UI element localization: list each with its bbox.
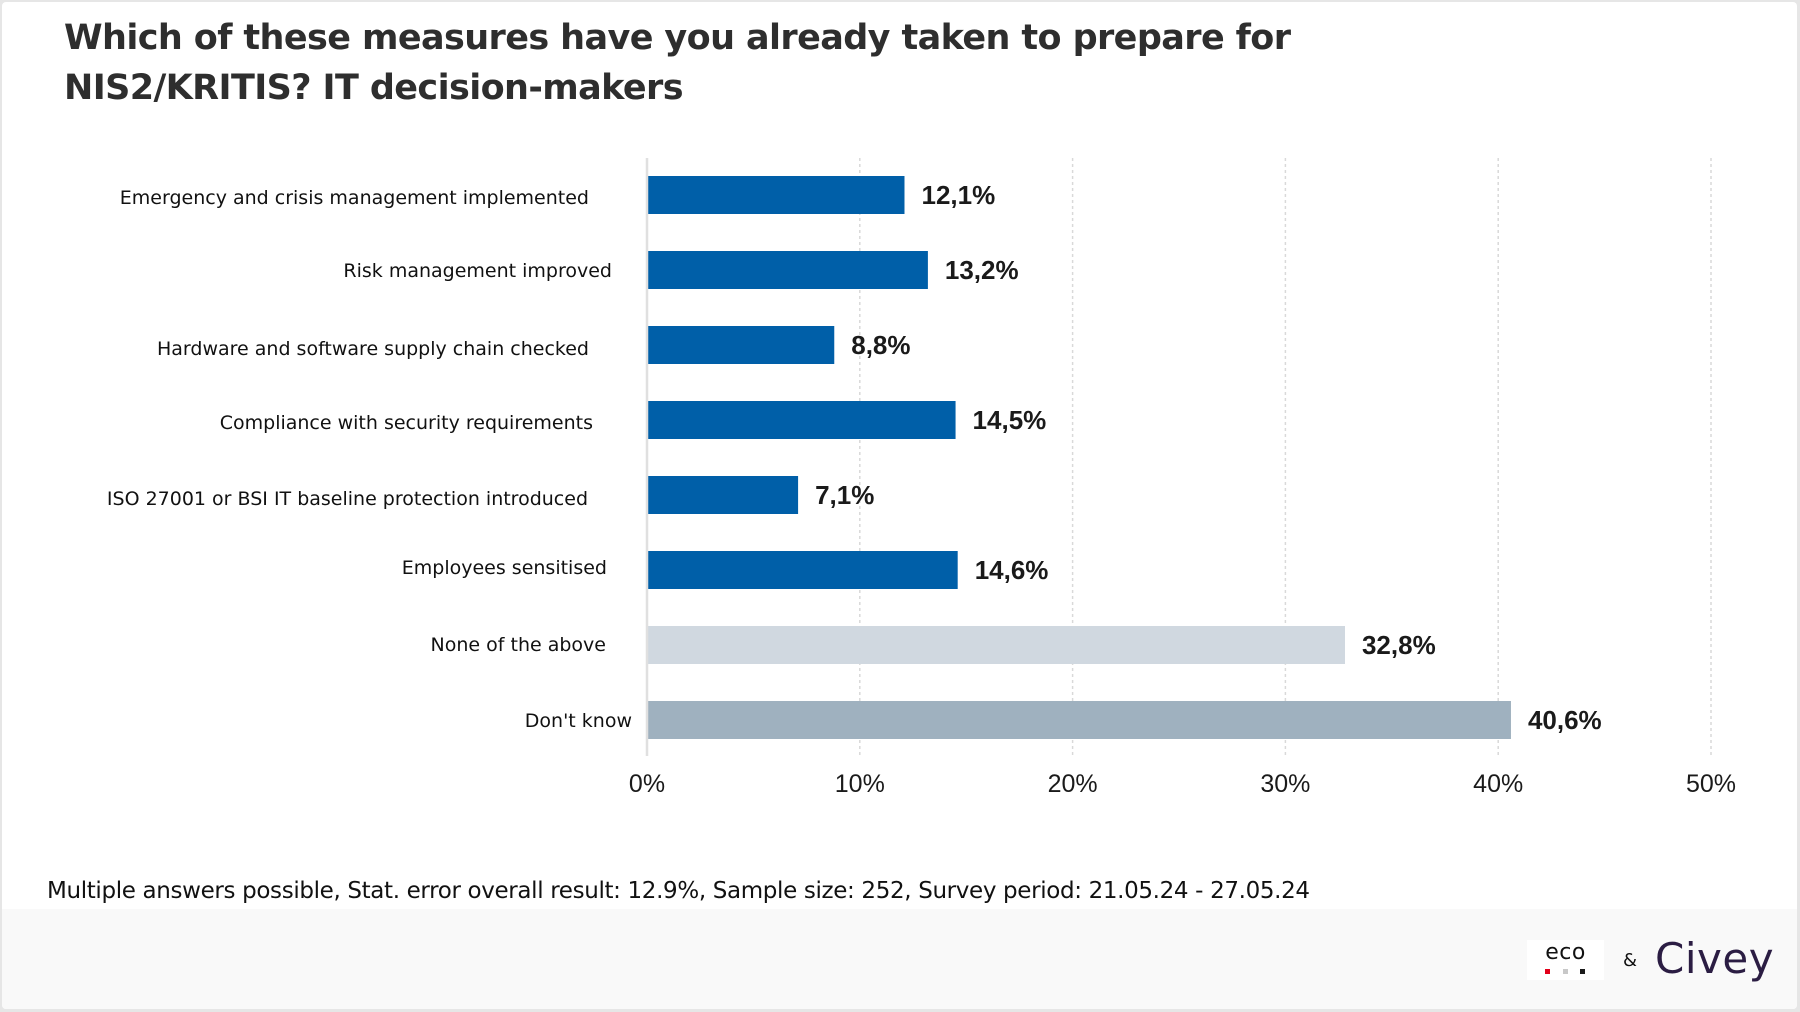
x-tick-label: 20% [1048,770,1098,798]
category-label: Risk management improved [343,260,612,282]
footnote: Multiple answers possible, Stat. error o… [47,878,1310,904]
eco-logo-dot-grey [1563,969,1568,974]
category-label: Compliance with security requirements [220,412,593,434]
chart-title-line-1: Which of these measures have you already… [64,18,1291,58]
category-label: None of the above [431,634,606,656]
category-label: Don't know [525,710,632,732]
category-labels: Emergency and crisis management implemen… [107,187,632,732]
bar [648,401,956,439]
value-label: 32,8% [1362,630,1436,660]
x-axis-tick-labels: 0% 10% 20% 30% 40% 50% [629,770,1736,798]
x-tick-label: 0% [629,770,665,798]
category-label: ISO 27001 or BSI IT baseline protection … [107,488,588,510]
chart-title: Which of these measures have you already… [64,13,1364,113]
civey-logo: Civey [1655,934,1775,983]
eco-logo-dot-red [1545,969,1550,974]
bar [648,251,928,289]
x-tick-label: 50% [1686,770,1736,798]
value-label: 8,8% [851,330,910,360]
category-label: Hardware and software supply chain check… [157,338,589,360]
bars [648,176,1511,739]
eco-logo: eco [1527,940,1604,980]
gridlines [859,158,1712,756]
eco-logo-dot-black [1580,969,1585,974]
value-label: 7,1% [815,480,874,510]
x-tick-label: 10% [835,770,885,798]
footer-band [2,909,1797,1009]
bar [648,551,958,589]
bar [648,326,835,364]
bar [648,626,1345,664]
x-tick-label: 30% [1260,770,1310,798]
x-tick-label: 40% [1473,770,1523,798]
bar [648,701,1511,739]
bar [648,476,799,514]
value-label: 14,5% [973,405,1047,435]
value-labels: 12,1% 13,2% 8,8% 14,5% 7,1% 14,6% 32,8% 40,6% [815,180,1602,735]
value-label: 12,1% [921,180,995,210]
category-label: Employees sensitised [402,557,607,579]
eco-logo-text: eco [1545,940,1586,965]
category-label: Emergency and crisis management implemen… [120,187,589,209]
chart-title-line-2: NIS2/KRITIS? IT decision-makers [64,68,684,108]
value-label: 40,6% [1528,705,1602,735]
value-label: 13,2% [945,255,1019,285]
bar-chart: Emergency and crisis management implemen… [107,158,1736,798]
logo-ampersand: & [1623,950,1638,971]
value-label: 14,6% [975,555,1049,585]
bar [648,176,905,214]
